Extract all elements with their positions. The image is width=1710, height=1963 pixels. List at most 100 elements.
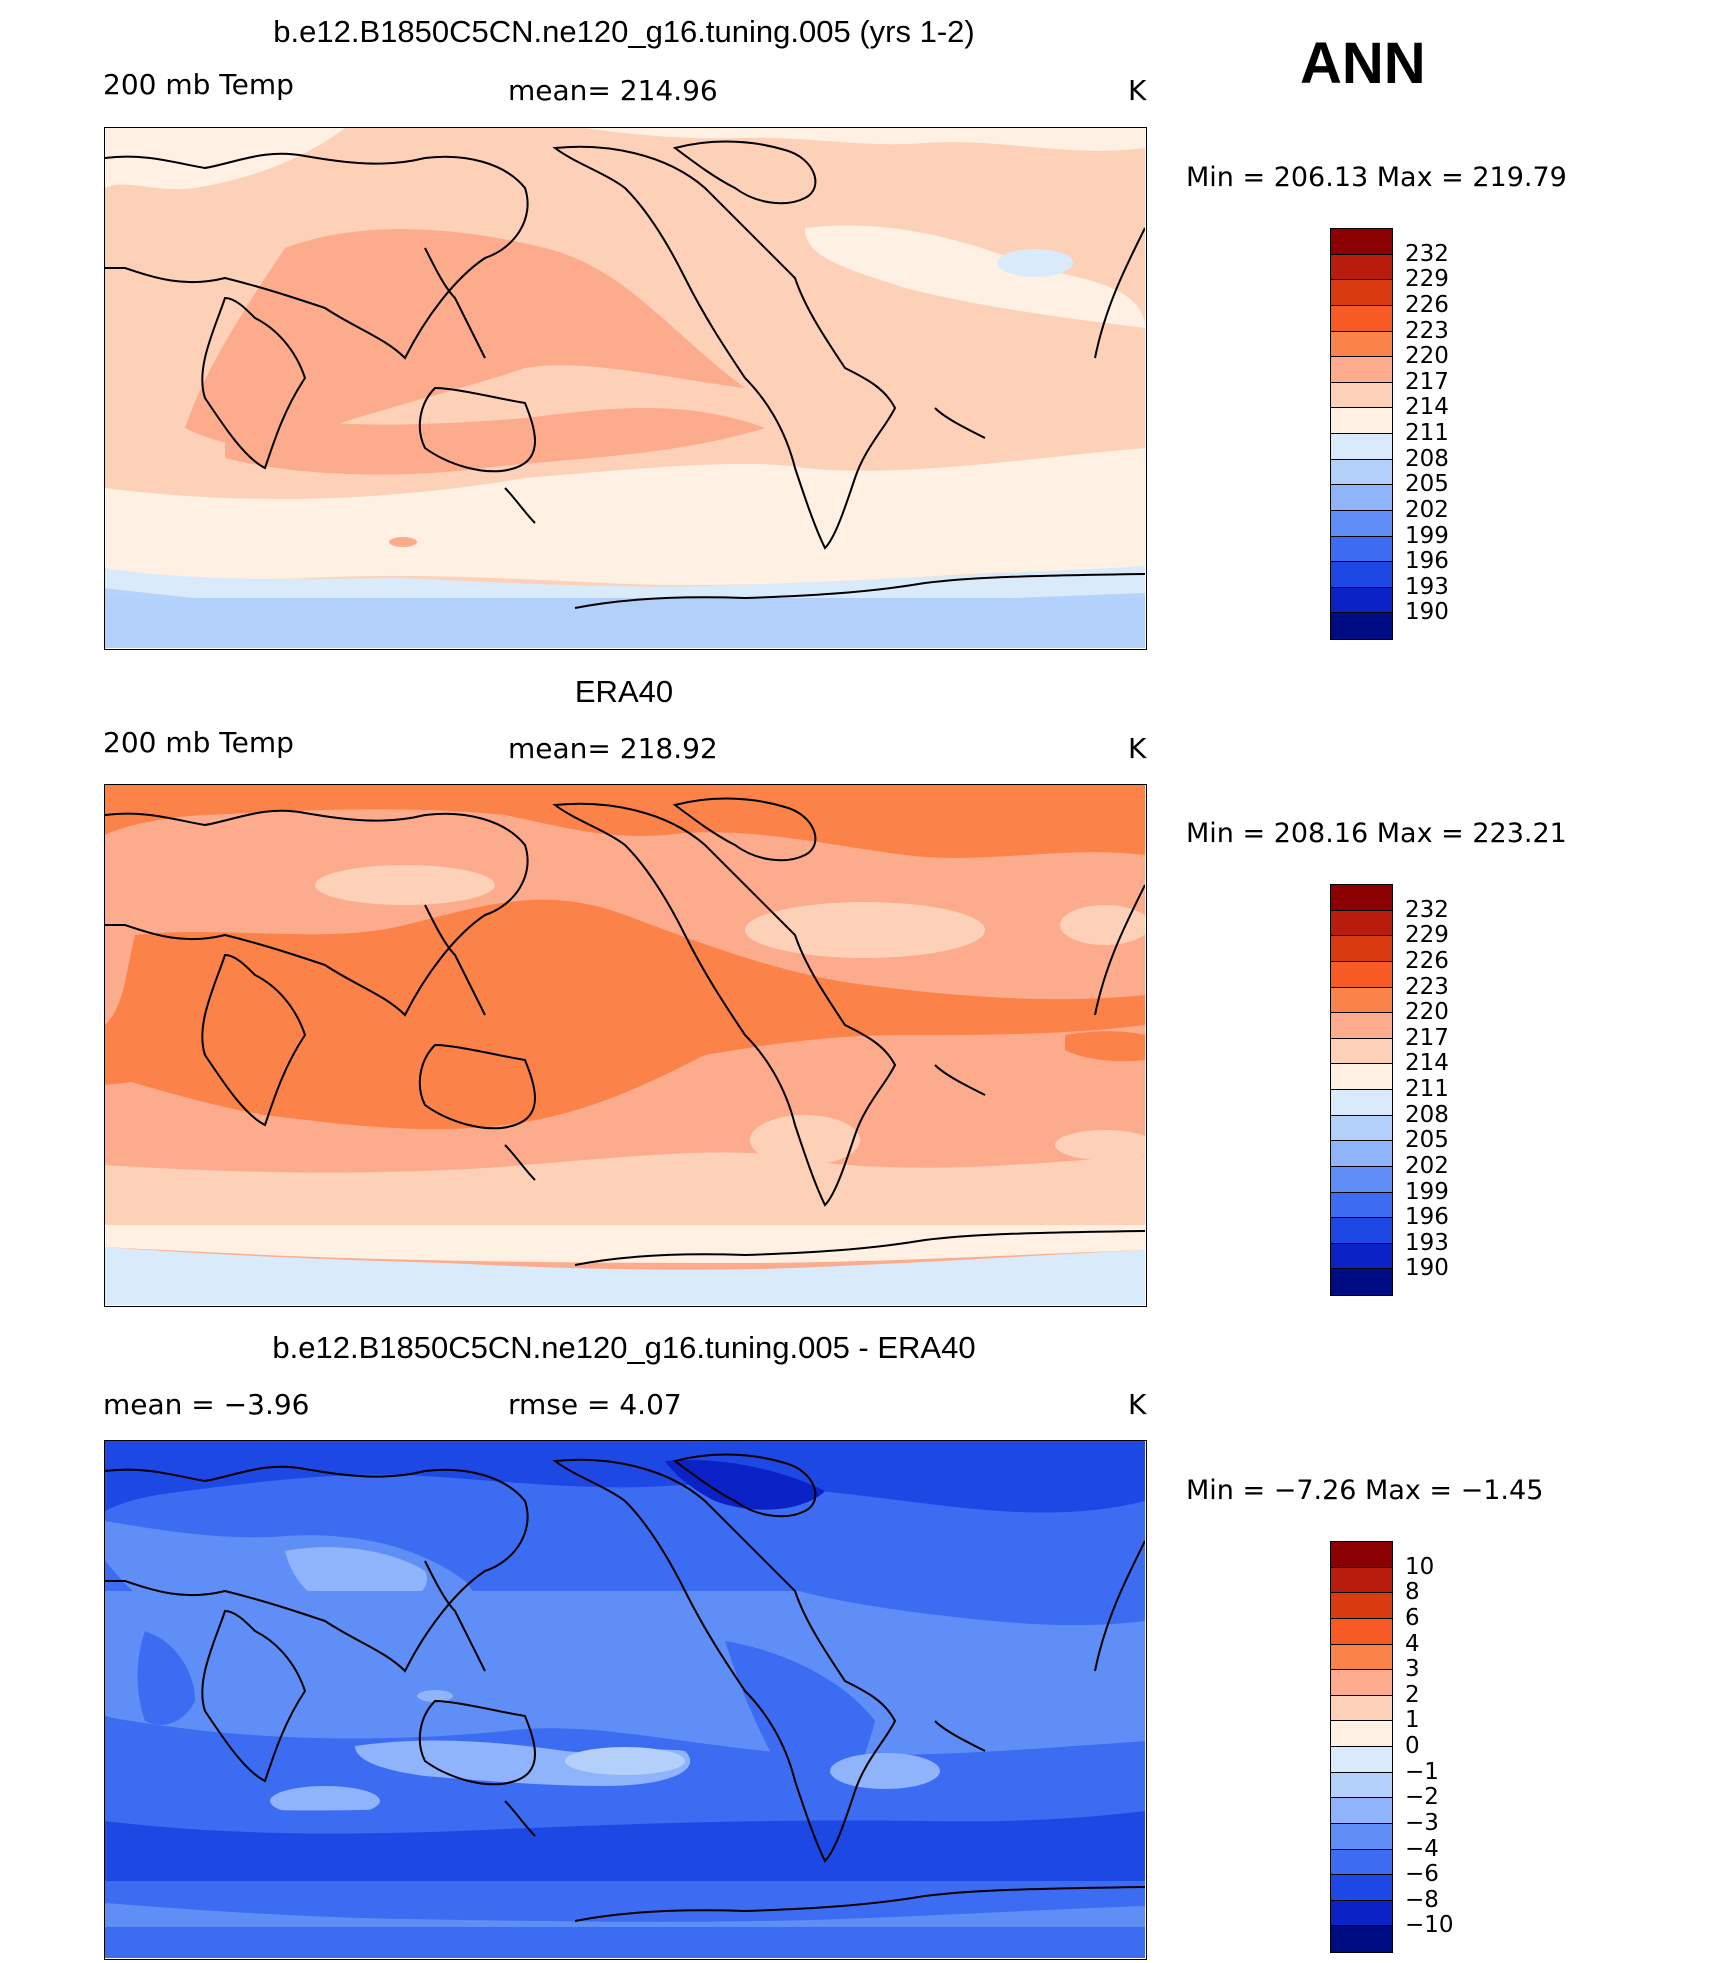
- colorbar-swatch: [1331, 1013, 1392, 1039]
- panel-1-colorbar: [1330, 228, 1393, 640]
- colorbar-level-label: 211: [1405, 1076, 1449, 1102]
- colorbar-swatch: [1331, 1542, 1392, 1568]
- colorbar-level-label: 208: [1405, 445, 1449, 472]
- colorbar-swatch: [1331, 1141, 1392, 1167]
- colorbar-level-label: −3: [1405, 1809, 1439, 1836]
- colorbar-swatch: [1331, 254, 1392, 281]
- colorbar-level-label: 232: [1405, 896, 1449, 923]
- panel-3-minmax: Min = −7.26 Max = −1.45: [1186, 1475, 1544, 1506]
- colorbar-swatch: [1331, 1115, 1392, 1142]
- colorbar-level-label: 211: [1405, 420, 1449, 446]
- panel-1-contour-field: [105, 128, 1146, 648]
- colorbar-level-label: −2: [1405, 1784, 1439, 1811]
- colorbar-swatch: [1331, 510, 1392, 537]
- colorbar-level-label: 214: [1405, 394, 1449, 421]
- colorbar-swatch: [1331, 459, 1392, 486]
- panel-3-mean: mean = −3.96: [103, 1388, 310, 1421]
- colorbar-level-label: 202: [1405, 1152, 1449, 1179]
- panel-3-colorbar: [1330, 1541, 1393, 1953]
- colorbar-level-label: 220: [1405, 999, 1449, 1026]
- panel-1-variable: 200 mb Temp: [103, 68, 294, 101]
- colorbar-level-label: 217: [1405, 1024, 1449, 1051]
- colorbar-level-label: 196: [1405, 548, 1449, 575]
- colorbar-level-label: 217: [1405, 368, 1449, 395]
- colorbar-swatch: [1331, 331, 1392, 358]
- panel-3-map: [104, 1440, 1147, 1960]
- colorbar-swatch: [1331, 1823, 1392, 1850]
- colorbar-swatch: [1331, 1243, 1392, 1270]
- panel-2-map: [104, 784, 1147, 1307]
- colorbar-swatch: [1331, 1038, 1392, 1065]
- colorbar-swatch: [1331, 885, 1392, 911]
- panel-2-minmax: Min = 208.16 Max = 223.21: [1186, 818, 1567, 849]
- colorbar-level-label: 208: [1405, 1101, 1449, 1128]
- colorbar-swatch: [1331, 1269, 1392, 1295]
- panel-2-units: K: [1128, 732, 1147, 765]
- colorbar-swatch: [1331, 961, 1392, 988]
- colorbar-level-label: 223: [1405, 973, 1449, 1000]
- panel-3-units: K: [1128, 1388, 1147, 1421]
- colorbar-swatch: [1331, 408, 1392, 434]
- panel-1-coastlines: [105, 140, 1146, 609]
- colorbar-swatch: [1331, 1695, 1392, 1722]
- panel-1-map: [104, 127, 1147, 650]
- colorbar-level-label: 8: [1405, 1579, 1420, 1606]
- colorbar-swatch: [1331, 305, 1392, 332]
- colorbar-level-label: 4: [1405, 1630, 1420, 1657]
- colorbar-level-label: 3: [1405, 1656, 1420, 1683]
- colorbar-level-label: −10: [1405, 1912, 1454, 1939]
- colorbar-swatch: [1331, 1772, 1392, 1799]
- colorbar-swatch: [1331, 1721, 1392, 1747]
- colorbar-swatch: [1331, 587, 1392, 614]
- panel-2-contour-field: [105, 785, 1146, 1305]
- panel-1-title: b.e12.B1850C5CN.ne120_g16.tuning.005 (yr…: [273, 14, 975, 49]
- colorbar-swatch: [1331, 485, 1392, 511]
- colorbar-swatch: [1331, 536, 1392, 563]
- colorbar-level-label: 199: [1405, 522, 1449, 549]
- panel-3-coastlines: [105, 1453, 1146, 1922]
- colorbar-swatch: [1331, 910, 1392, 937]
- colorbar-swatch: [1331, 229, 1392, 255]
- colorbar-level-label: 205: [1405, 1127, 1449, 1154]
- colorbar-swatch: [1331, 1567, 1392, 1594]
- colorbar-level-label: 10: [1405, 1553, 1435, 1580]
- colorbar-level-label: 0: [1405, 1733, 1420, 1759]
- panel-3-contour-field: [105, 1441, 1146, 1958]
- colorbar-level-label: −1: [1405, 1758, 1439, 1785]
- colorbar-swatch: [1331, 562, 1392, 588]
- colorbar-swatch: [1331, 936, 1392, 962]
- colorbar-level-label: 232: [1405, 240, 1449, 267]
- colorbar-level-label: 190: [1405, 1255, 1449, 1282]
- colorbar-level-label: 229: [1405, 266, 1449, 293]
- colorbar-swatch: [1331, 1166, 1392, 1193]
- colorbar-swatch: [1331, 382, 1392, 409]
- colorbar-swatch: [1331, 1593, 1392, 1619]
- colorbar-swatch: [1331, 280, 1392, 306]
- colorbar-swatch: [1331, 1747, 1392, 1773]
- colorbar-swatch: [1331, 1849, 1392, 1876]
- panel-3-rmse: rmse = 4.07: [508, 1388, 682, 1421]
- colorbar-level-label: 193: [1405, 1229, 1449, 1256]
- panel-1-mean: mean= 214.96: [508, 74, 718, 107]
- panel-3-title: b.e12.B1850C5CN.ne120_g16.tuning.005 - E…: [272, 1330, 976, 1365]
- season-label: ANN: [1300, 31, 1426, 96]
- panel-2-variable: 200 mb Temp: [103, 726, 294, 759]
- colorbar-level-label: 193: [1405, 573, 1449, 600]
- colorbar-swatch: [1331, 1090, 1392, 1116]
- panel-2-title: ERA40: [574, 674, 674, 709]
- colorbar-swatch: [1331, 1644, 1392, 1671]
- colorbar-swatch: [1331, 434, 1392, 460]
- colorbar-level-label: 1: [1405, 1707, 1420, 1734]
- colorbar-swatch: [1331, 357, 1392, 383]
- colorbar-swatch: [1331, 613, 1392, 639]
- colorbar-swatch: [1331, 1926, 1392, 1952]
- panel-2-colorbar: [1330, 884, 1393, 1296]
- colorbar-level-label: −6: [1405, 1861, 1439, 1888]
- colorbar-level-label: 196: [1405, 1204, 1449, 1231]
- colorbar-level-label: 202: [1405, 496, 1449, 523]
- colorbar-swatch: [1331, 1218, 1392, 1244]
- colorbar-level-label: 190: [1405, 599, 1449, 626]
- colorbar-swatch: [1331, 1670, 1392, 1696]
- panel-2-coastlines: [105, 797, 1146, 1266]
- colorbar-level-label: 223: [1405, 317, 1449, 344]
